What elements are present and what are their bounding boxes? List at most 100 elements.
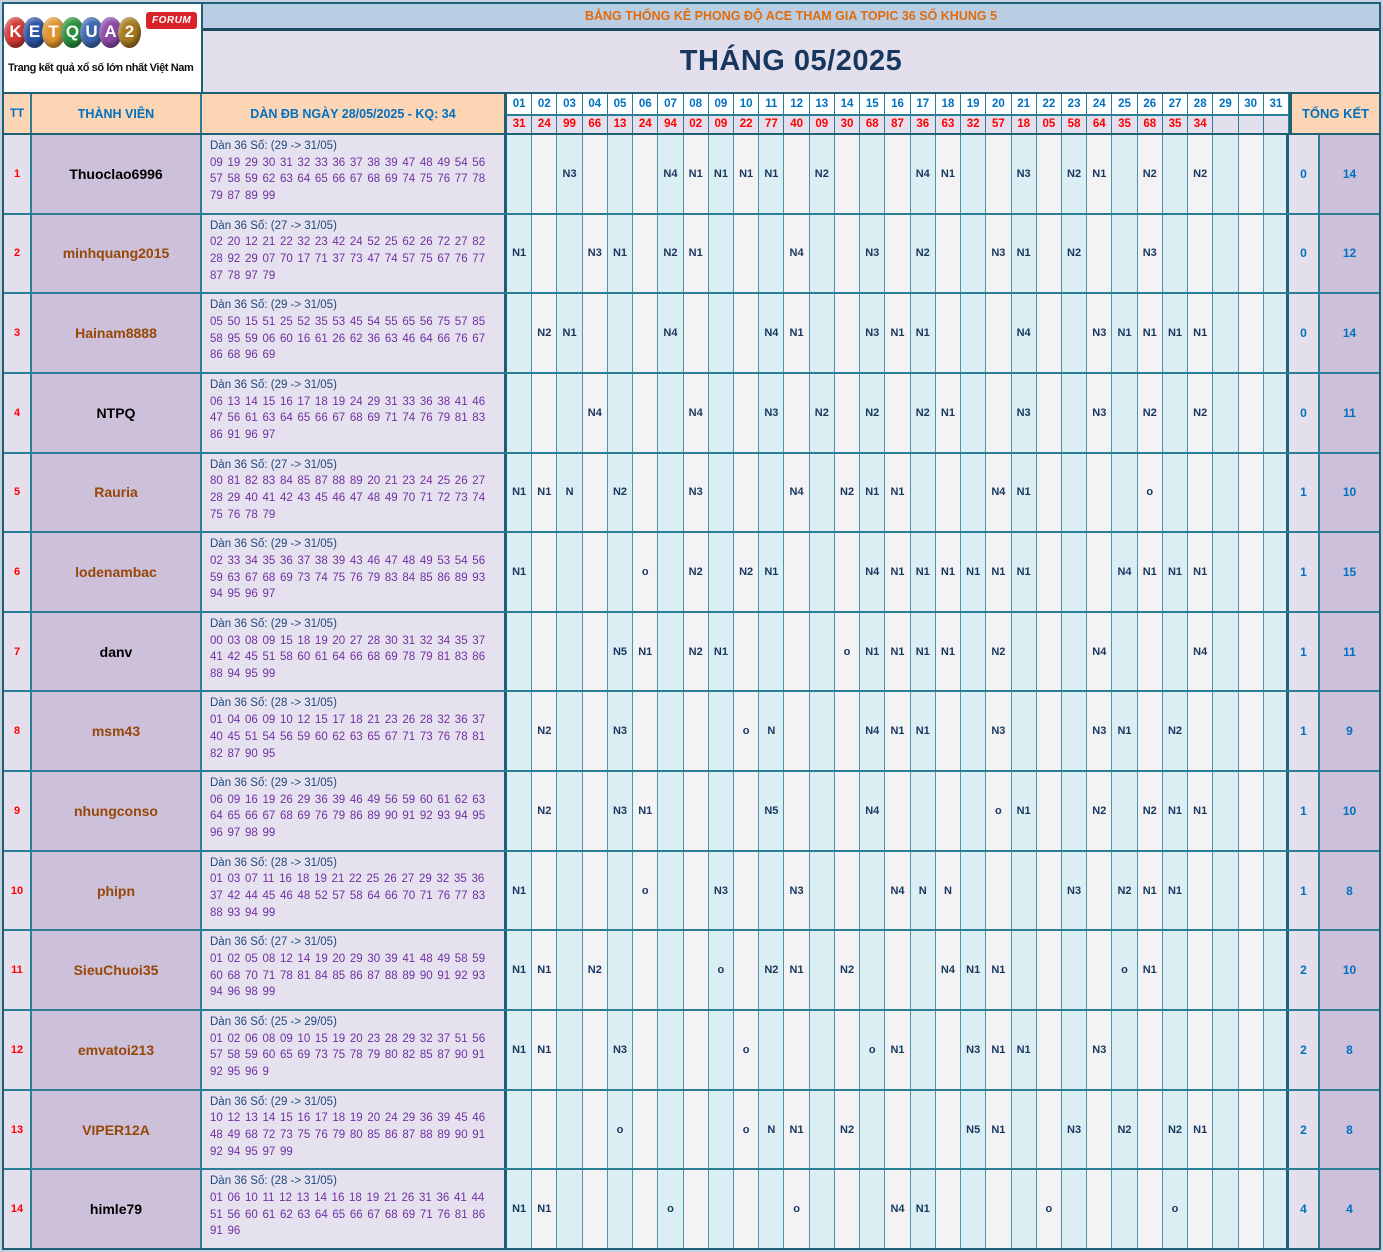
mark-cell-day-07 (658, 533, 684, 611)
dan-cell: Dàn 36 Số: (29 -> 31/05) 06 09 16 19 26 2… (202, 772, 507, 850)
row-index: 14 (4, 1170, 32, 1248)
mark-cell-day-14: N2 (834, 931, 861, 1010)
mark-cell-day-07: o (658, 1170, 684, 1248)
mark-cell-day-12: N1 (784, 1090, 810, 1169)
day-header-15: 15 (860, 94, 886, 114)
mark-cell-day-28 (1188, 453, 1214, 532)
mark-cell-day-16 (885, 772, 911, 850)
dan-range: Dàn 36 Số: (29 -> 31/05) (210, 140, 337, 152)
day-result-18: 63 (935, 113, 962, 133)
mark-cell-day-22 (1036, 214, 1062, 293)
mark-cell-day-21: N3 (1011, 135, 1037, 213)
mark-cell-day-07 (658, 1090, 684, 1169)
mark-cell-day-24: N3 (1087, 1011, 1113, 1089)
mark-cell-day-05: N3 (607, 1011, 634, 1089)
mark-cell-day-10 (734, 453, 760, 532)
mark-cell-day-22 (1036, 1011, 1062, 1089)
mark-cell-day-10: N2 (734, 533, 760, 611)
score-count: 14 (1320, 294, 1379, 372)
mark-cell-day-11: N3 (759, 373, 785, 452)
column-header-dan: DÀN ĐB NGÀY 28/05/2025 - KQ: 34 (202, 94, 507, 133)
mark-cell-day-10 (734, 772, 760, 850)
mark-cell-day-08 (683, 294, 709, 372)
mark-cell-day-23 (1061, 1011, 1088, 1089)
mark-cell-day-03 (557, 1090, 583, 1169)
mark-cell-day-21: N1 (1011, 533, 1037, 611)
day-result-26: 68 (1137, 113, 1163, 133)
mark-cell-day-05: N3 (607, 772, 634, 850)
logo-letter: U (80, 16, 103, 48)
mark-cell-day-20 (986, 294, 1012, 372)
mark-cell-day-16 (885, 931, 911, 1010)
dan-cell: Dàn 36 Số: (29 -> 31/05) 02 33 34 35 36 3… (202, 533, 507, 611)
mark-cell-day-15: o (860, 1011, 886, 1089)
mark-cell-day-06 (633, 1170, 659, 1248)
mark-cell-day-11: N (759, 1090, 785, 1169)
mark-cell-day-08: N2 (683, 533, 709, 611)
mark-cell-day-22: o (1036, 1170, 1062, 1248)
mark-cell-day-24: N4 (1087, 612, 1113, 691)
dan-numbers: 06 13 14 15 16 17 18 19 24 29 31 33 36 3… (210, 395, 486, 441)
mark-cell-day-23 (1061, 373, 1088, 452)
mark-cell-day-25: N2 (1112, 851, 1138, 930)
mark-cell-day-19 (961, 851, 987, 930)
mark-cell-day-28: N1 (1188, 772, 1214, 850)
dan-cell: Dàn 36 Số: (29 -> 31/05) 06 13 14 15 16 1… (202, 373, 507, 452)
mark-cell-day-28: N2 (1188, 135, 1214, 213)
mark-cell-day-06 (633, 214, 659, 293)
miss-count: 0 (1289, 135, 1320, 213)
mark-cell-day-10: o (734, 1090, 760, 1169)
mark-cell-day-11 (759, 1011, 785, 1089)
mark-cell-day-09 (708, 533, 735, 611)
row-index: 3 (4, 294, 32, 372)
mark-cell-day-17: N (910, 851, 936, 930)
mark-cell-day-14: N2 (834, 453, 861, 532)
dan-numbers: 01 06 10 11 12 13 14 16 18 19 21 26 31 3… (210, 1192, 486, 1238)
dan-range: Dàn 36 Số: (29 -> 31/05) (210, 538, 337, 551)
mark-cell-day-26: N2 (1137, 772, 1163, 850)
day-header-18: 18 (935, 94, 962, 114)
mark-cell-day-19: N1 (961, 931, 987, 1010)
mark-cell-day-19: N5 (961, 1090, 987, 1169)
day-header-20: 20 (986, 94, 1012, 114)
mark-cell-day-21 (1011, 612, 1037, 691)
dan-range: Dàn 36 Số: (27 -> 31/05) (210, 458, 337, 471)
dan-range: Dàn 36 Số: (29 -> 31/05) (210, 299, 337, 312)
mark-cell-day-16: N1 (885, 692, 911, 771)
member-row-danv: 7 danv Dàn 36 Số: (29 -> 31/05) 00 03 08 09… (4, 612, 1379, 693)
mark-cell-day-05 (607, 1170, 634, 1248)
mark-cell-day-23: N3 (1061, 1090, 1088, 1169)
row-index: 13 (4, 1090, 32, 1169)
mark-cell-day-21 (1011, 851, 1037, 930)
member-row-phipn: 10 phipn Dàn 36 Số: (28 -> 31/05) 01 03 07 … (4, 851, 1379, 932)
mark-cell-day-15: N2 (860, 373, 886, 452)
mark-cell-day-07 (658, 692, 684, 771)
mark-cell-day-18 (935, 1090, 962, 1169)
mark-cell-day-12 (784, 135, 810, 213)
mark-cell-day-29 (1213, 214, 1239, 293)
day-header-02: 02 (532, 94, 558, 114)
mark-cell-day-09 (708, 1170, 735, 1248)
day-result-10: 22 (734, 113, 760, 133)
dan-numbers: 01 02 06 08 09 10 15 19 20 23 28 29 32 3… (210, 1032, 486, 1079)
mark-cell-day-13 (809, 294, 835, 372)
page-title: THÁNG 05/2025 (203, 31, 1379, 94)
mark-cell-day-30 (1238, 533, 1264, 611)
day-result-09: 09 (708, 113, 735, 133)
mark-cell-day-28: N1 (1188, 294, 1214, 372)
member-row-NTPQ: 4 NTPQ Dàn 36 Số: (29 -> 31/05) 06 13 14 15… (4, 373, 1379, 454)
mark-cell-day-31 (1263, 851, 1289, 930)
mark-cell-day-13 (809, 453, 835, 532)
mark-cell-day-04 (582, 772, 608, 850)
day-result-27: 35 (1162, 113, 1189, 133)
mark-cell-day-18: N4 (935, 931, 962, 1010)
mark-cell-day-14 (834, 692, 861, 771)
miss-count: 1 (1289, 851, 1320, 930)
row-index: 6 (4, 533, 32, 611)
mark-cell-day-12 (784, 692, 810, 771)
mark-cell-day-12: N1 (784, 931, 810, 1010)
mark-cell-day-07 (658, 373, 684, 452)
mark-cell-day-02: N1 (532, 1011, 558, 1089)
row-index: 5 (4, 453, 32, 532)
